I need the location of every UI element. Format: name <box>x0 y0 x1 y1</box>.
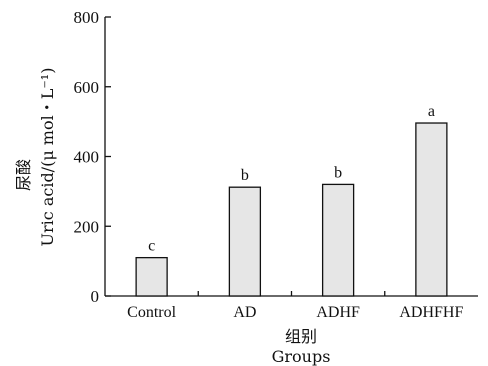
significance-label: b <box>241 167 249 184</box>
y-tick-label: 400 <box>74 148 100 167</box>
bar-adhf <box>321 183 355 297</box>
y-axis-title-en: Uric acid/(μ mol・L⁻¹) <box>38 68 57 247</box>
significance-label: b <box>334 164 342 181</box>
labels: 0 200 400 600 800 Control c AD b ADHF b ADHFHF a <box>74 8 464 321</box>
y-tick-label: 200 <box>74 217 100 236</box>
bar-control <box>135 256 168 297</box>
y-axis-title-cn: 尿酸 <box>14 159 33 191</box>
x-tick-label: ADHF <box>316 304 360 321</box>
bar-adhfhf <box>415 122 448 297</box>
x-axis-title-en: Groups <box>272 347 331 366</box>
significance-label: c <box>148 238 155 255</box>
x-tick-label: AD <box>233 304 256 321</box>
y-tick-label: 0 <box>91 287 100 306</box>
bar-ad <box>228 186 262 297</box>
significance-label: a <box>428 103 435 120</box>
x-tick-label: ADHFHF <box>399 304 463 321</box>
x-axis-title-cn: 组别 <box>285 327 317 346</box>
bars <box>135 122 448 297</box>
y-tick-label: 800 <box>74 8 100 27</box>
x-tick-label: Control <box>127 304 176 321</box>
y-tick-label: 600 <box>74 78 100 97</box>
